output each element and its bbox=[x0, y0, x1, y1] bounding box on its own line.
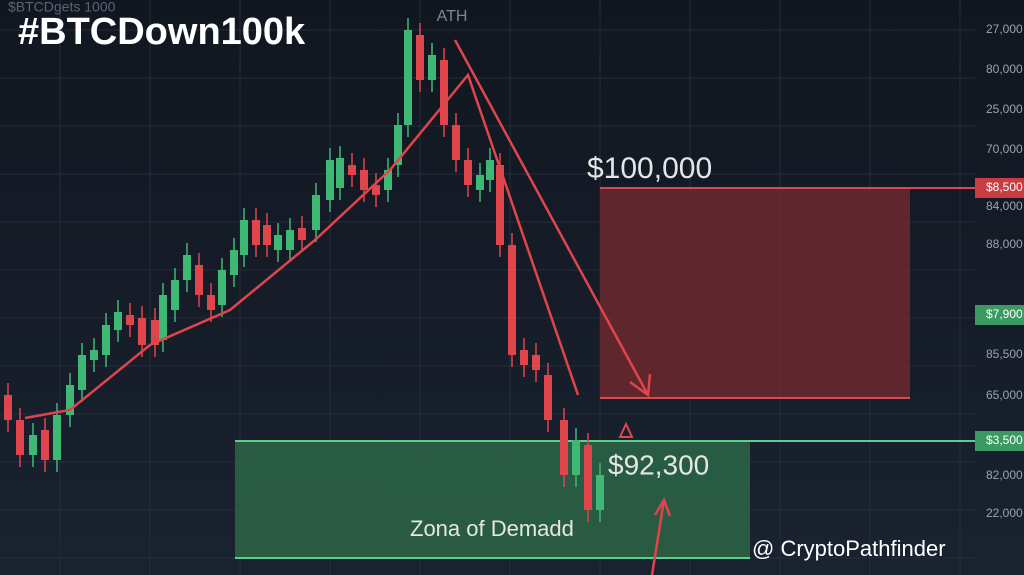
candle-body bbox=[16, 420, 24, 455]
current-label: $92,300 bbox=[608, 449, 709, 480]
candle-body bbox=[102, 325, 110, 355]
candle-body bbox=[404, 30, 412, 125]
resistance-zone bbox=[600, 188, 910, 398]
trend-line bbox=[24, 72, 580, 420]
green-tag-lower bbox=[975, 431, 1024, 451]
up-arrow-head bbox=[653, 497, 672, 517]
down-arrow bbox=[453, 39, 650, 396]
candle-body bbox=[486, 160, 494, 180]
red-tag bbox=[975, 178, 1024, 198]
candle-body bbox=[428, 55, 436, 80]
candle-body bbox=[195, 265, 203, 295]
handle: @ CryptoPathfinder bbox=[752, 536, 946, 561]
candle-body bbox=[452, 125, 460, 160]
price-axis: 27,000 80,000 25,000 70,000 84,000 88,000 85,5… bbox=[986, 22, 1023, 520]
green-tag-label: $7,900 bbox=[986, 307, 1023, 321]
candle-body bbox=[78, 355, 86, 390]
candle-body bbox=[476, 175, 484, 190]
candle-body bbox=[159, 295, 167, 340]
candle-body bbox=[508, 245, 516, 355]
axis-label: 65,000 bbox=[986, 388, 1023, 402]
candle-body bbox=[66, 385, 74, 415]
green-tag bbox=[975, 305, 1024, 325]
axis-label: 22,000 bbox=[986, 506, 1023, 520]
axis-label: 82,000 bbox=[986, 468, 1023, 482]
candle-body bbox=[90, 350, 98, 360]
axis-label: 88,000 bbox=[986, 237, 1023, 251]
axis-label: 25,000 bbox=[986, 102, 1023, 116]
candle-body bbox=[464, 160, 472, 185]
candle-body bbox=[138, 318, 146, 345]
red-tag-label: $8,500 bbox=[986, 180, 1023, 194]
up-arrow bbox=[650, 499, 666, 575]
candle-body bbox=[348, 165, 356, 175]
candle-body bbox=[230, 250, 238, 275]
watermark: $BTCDgets 1000 bbox=[8, 0, 116, 15]
title: #BTCDown100k bbox=[18, 11, 306, 53]
candle-body bbox=[218, 270, 226, 305]
candle-body bbox=[240, 220, 248, 255]
candle-body bbox=[171, 280, 179, 310]
candle-body bbox=[4, 395, 12, 420]
candle-body bbox=[114, 312, 122, 330]
candle-body bbox=[183, 255, 191, 280]
axis-label: 85,500 bbox=[986, 347, 1023, 361]
zone-label: Zona of Demadd bbox=[410, 516, 574, 541]
axis-label: 70,000 bbox=[986, 142, 1023, 156]
candle-body bbox=[544, 375, 552, 420]
candle-body bbox=[440, 60, 448, 125]
candle-body bbox=[41, 430, 49, 460]
marker bbox=[618, 421, 634, 438]
candle-body bbox=[520, 350, 528, 365]
candle-body bbox=[126, 315, 134, 325]
candle-body bbox=[151, 320, 159, 345]
candle-body bbox=[263, 225, 271, 245]
candle-body bbox=[532, 355, 540, 370]
candle-body bbox=[207, 295, 215, 310]
arrow-head bbox=[629, 373, 652, 398]
candle-body bbox=[572, 440, 580, 475]
axis-label: 27,000 bbox=[986, 22, 1023, 36]
candle-body bbox=[274, 235, 282, 250]
candle-body bbox=[53, 415, 61, 460]
axis-label: 84,000 bbox=[986, 199, 1023, 213]
green-tag-lower-label: $3,500 bbox=[986, 433, 1023, 447]
candle-body bbox=[298, 228, 306, 240]
candle-body bbox=[252, 220, 260, 245]
candle-body bbox=[372, 185, 380, 195]
ath-label: ATH bbox=[437, 8, 468, 25]
target-label: $100,000 bbox=[587, 152, 712, 185]
candle-body bbox=[360, 170, 368, 190]
candle-body bbox=[29, 435, 37, 455]
candle-body bbox=[496, 165, 504, 245]
candle-body bbox=[560, 420, 568, 475]
candle-body bbox=[384, 170, 392, 190]
candle-body bbox=[596, 475, 604, 510]
candle-body bbox=[326, 160, 334, 200]
candles bbox=[4, 18, 604, 522]
candle-body bbox=[394, 125, 402, 165]
candle-body bbox=[312, 195, 320, 230]
candle-body bbox=[584, 445, 592, 510]
axis-label: 80,000 bbox=[986, 62, 1023, 76]
candle-body bbox=[416, 35, 424, 80]
candle-body bbox=[286, 230, 294, 250]
candle-body bbox=[336, 158, 344, 188]
